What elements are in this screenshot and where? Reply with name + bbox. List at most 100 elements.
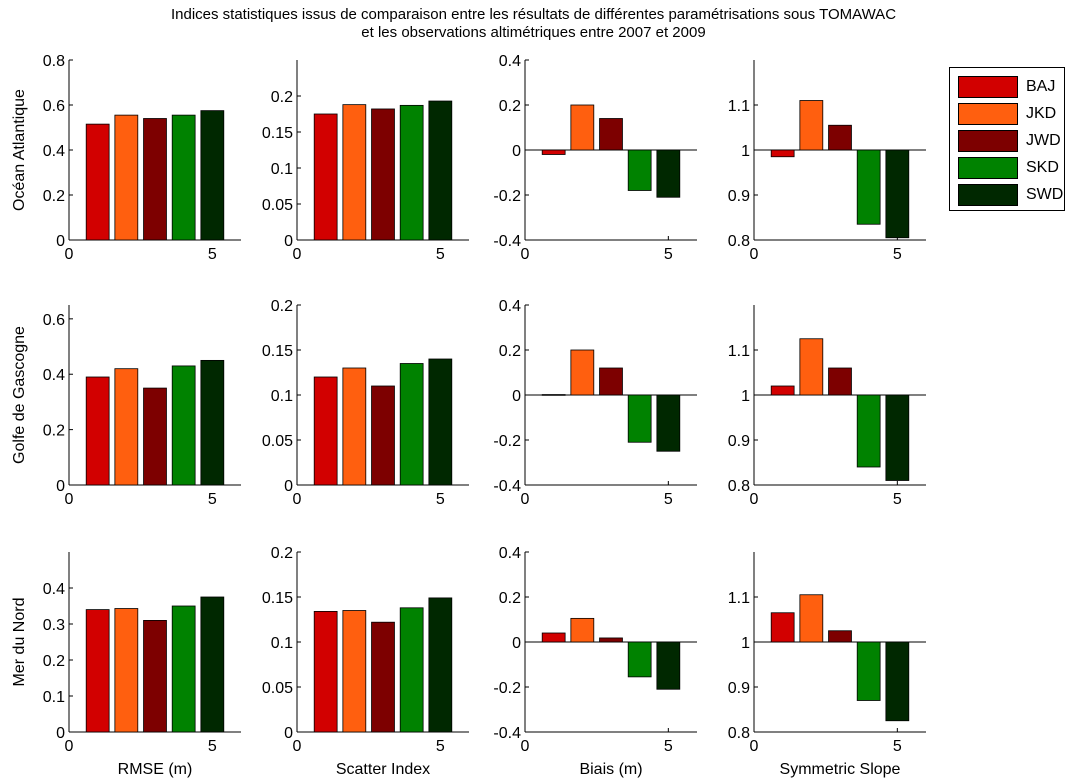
bar [85,123,110,241]
bar [313,611,338,733]
y-tick-label: 0.2 [43,423,65,440]
y-tick-label: 0.15 [262,125,293,142]
bar [428,597,453,733]
y-tick-label: -0.4 [493,233,521,250]
bar [114,608,139,733]
bar [885,641,910,722]
y-tick-label: 1 [741,635,750,652]
y-tick-label: 0.1 [271,161,293,178]
y-tick-label: 1.1 [728,98,750,115]
bar [313,376,338,486]
bar [570,349,595,396]
y-tick-label: 0.9 [728,680,750,697]
x-axis-label: RMSE (m) [118,761,193,778]
bar [342,104,367,241]
x-tick-label: 5 [208,246,217,263]
bar [541,149,566,155]
y-tick-label: 0 [512,635,521,652]
y-tick-label: 1.1 [728,590,750,607]
bar [570,104,595,151]
bar [599,367,623,396]
bar [371,621,395,733]
y-tick-label: -0.4 [493,725,521,742]
bar [114,114,139,241]
bar [770,149,795,158]
y-tick-label: 0.2 [43,653,65,670]
y-tick-label: 0.4 [43,143,65,160]
bar [627,641,652,678]
bar [371,108,395,241]
legend-label: SWD [1026,186,1064,203]
y-tick-label: 0.9 [728,188,750,205]
y-tick-label: 0.05 [262,197,293,214]
y-tick-label: -0.4 [493,478,521,495]
y-tick-label: 1 [741,143,750,160]
y-tick-label: 0.05 [262,680,293,697]
y-tick-label: 0.2 [271,545,293,562]
bar [570,617,595,643]
y-tick-label: 0.2 [43,188,65,205]
bar [770,612,795,643]
x-tick-label: 0 [293,491,302,508]
bar [885,394,910,481]
bar [399,607,424,733]
x-tick-label: 5 [436,491,445,508]
y-tick-label: -0.2 [493,680,521,697]
y-tick-label: 0.4 [43,581,65,598]
bar [541,632,566,643]
y-tick-label: 0.6 [43,98,65,115]
bar [143,620,167,733]
x-tick-label: 5 [664,738,673,755]
legend-label: SKD [1026,159,1059,176]
bar [428,358,453,486]
bar [171,365,196,486]
y-tick-label: 0.3 [43,617,65,634]
bar [171,114,196,241]
bar [399,104,424,241]
bar [313,113,338,241]
x-tick-label: 5 [893,246,902,263]
x-tick-label: 0 [521,738,530,755]
x-tick-label: 0 [750,491,759,508]
y-tick-label: 0.6 [43,312,65,329]
bar [342,367,367,486]
bar [114,368,139,486]
x-tick-label: 0 [521,491,530,508]
figure-title-line-1: Indices statistiques issus de comparaiso… [170,6,897,23]
x-tick-label: 5 [436,246,445,263]
x-tick-label: 5 [893,491,902,508]
y-tick-label: 0.8 [728,725,750,742]
bar [599,637,623,643]
bar [627,149,652,191]
y-tick-label: 0 [284,478,293,495]
y-tick-label: 0.8 [728,478,750,495]
y-tick-label: 0.15 [262,590,293,607]
bar [656,149,681,198]
legend-swatch [958,130,1018,152]
x-axis-label: Biais (m) [579,761,642,778]
y-axis-label: Océan Atlantique [11,89,28,211]
x-tick-label: 0 [65,491,74,508]
x-tick-label: 0 [521,246,530,263]
bar [399,363,424,486]
x-tick-label: 5 [893,738,902,755]
figure-title: Indices statistiques issus de comparaiso… [0,6,1067,42]
y-tick-label: 0.4 [43,367,65,384]
x-tick-label: 0 [750,738,759,755]
x-tick-label: 5 [664,491,673,508]
y-tick-label: 0.8 [728,233,750,250]
bar [171,605,196,733]
bar [656,641,681,690]
y-tick-label: 0.9 [728,433,750,450]
bar [143,387,167,486]
bar [799,338,824,396]
x-axis-label: Scatter Index [336,761,430,778]
legend-label: BAJ [1026,78,1056,95]
y-tick-label: 0 [512,388,521,405]
y-tick-label: 0.1 [271,635,293,652]
bar [828,124,852,151]
bar [371,385,395,486]
legend-swatch [958,184,1018,206]
bar [342,610,367,733]
x-tick-label: 0 [293,738,302,755]
